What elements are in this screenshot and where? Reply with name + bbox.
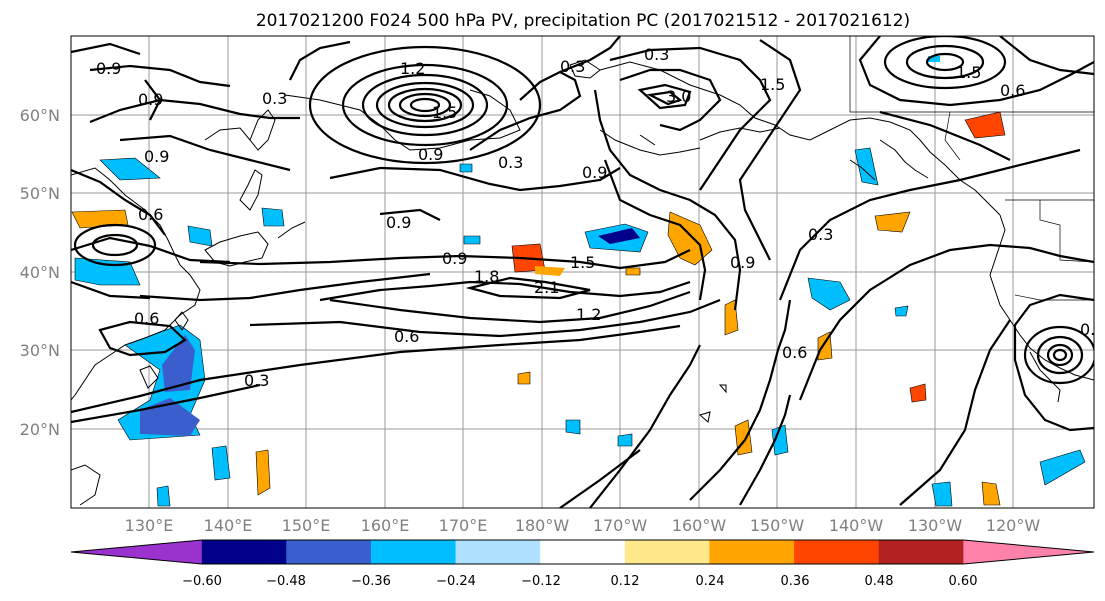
colorbar-swatch [370, 540, 457, 564]
graticule [71, 36, 1094, 508]
contour-label: 2.1 [534, 278, 559, 297]
colorbar-tick-label: −0.36 [351, 574, 391, 589]
contour-label: 0.9 [730, 253, 755, 272]
colorbar-tick-label: −0.12 [521, 574, 561, 589]
colorbar-labels: −0.60 −0.48 −0.36 −0.24 −0.12 0.12 0.24 … [182, 574, 977, 589]
contour-label: 0.9 [442, 249, 467, 268]
lon-label: 160°E [361, 516, 410, 535]
lon-label: 170°E [439, 516, 488, 535]
contour-label: 1.8 [474, 267, 499, 286]
latitude-labels: 60°N 50°N 40°N 30°N 20°N [20, 106, 60, 439]
colorbar-tick-label: 0.48 [865, 574, 894, 589]
contour-label: 1.5 [956, 63, 981, 82]
colorbar-swatch [624, 540, 710, 564]
lon-label: 140°E [204, 516, 253, 535]
lon-label: 120°W [986, 516, 1041, 535]
precipitation-shading [71, 56, 1086, 507]
contour-label: 1.2 [400, 59, 425, 78]
contour-label: 0.9 [144, 147, 169, 166]
political-borders [849, 36, 1094, 301]
colorbar-swatch [963, 540, 1094, 564]
contour-label: 0.3 [644, 45, 669, 64]
pv-contours [71, 36, 1094, 508]
coastlines [71, 59, 1094, 506]
contour-label: 0.6 [394, 327, 419, 346]
contour-label: 0.6 [782, 343, 807, 362]
colorbar-tick-label: −0.24 [436, 574, 476, 589]
contour-label: 0.9 [418, 145, 443, 164]
contour-label: 1.5 [432, 103, 457, 122]
lon-label: 160°W [672, 516, 727, 535]
contour-label: 0.9 [582, 163, 607, 182]
colorbar-swatch [201, 540, 287, 564]
colorbar-swatch [540, 540, 626, 564]
lon-label: 180°W [515, 516, 570, 535]
contour-label: 1.5 [760, 75, 785, 94]
contour-label: 0.6 [138, 205, 163, 224]
colorbar-tick-label: 0.24 [696, 574, 725, 589]
contour-label: 0.3 [498, 153, 523, 172]
lon-label: 150°E [282, 516, 331, 535]
contour-label: 0.6 [1000, 81, 1025, 100]
contour-label: 0.9 [96, 59, 121, 78]
colorbar-tick-label: 0.60 [949, 574, 978, 589]
colorbar-swatch [709, 540, 795, 564]
lat-label: 40°N [20, 263, 60, 282]
lat-label: 60°N [20, 106, 60, 125]
contour-label: 1.2 [576, 305, 601, 324]
lon-label: 170°W [593, 516, 648, 535]
contour-label: 1.5 [570, 253, 595, 272]
contour-label: 0.9 [386, 213, 411, 232]
contour-label: 0.3 [560, 57, 585, 76]
contour-label: 0.9 [138, 90, 163, 109]
colorbar-swatch [71, 540, 202, 564]
colorbar-tick-label: −0.60 [182, 574, 222, 589]
colorbar-tick-label: −0.48 [266, 574, 306, 589]
colorbar-tick-label: 0.12 [611, 574, 640, 589]
lon-label: 130°W [908, 516, 963, 535]
map-area: 0.9 0.9 0.3 1.2 1.5 0.9 0.9 0.3 0.6 0.9 … [70, 35, 1105, 509]
lat-label: 20°N [20, 420, 60, 439]
colorbar-swatch [455, 540, 541, 564]
colorbar-swatch [878, 540, 964, 564]
map-title: 2017021200 F024 500 hPa PV, precipitatio… [256, 11, 910, 31]
longitude-labels: 130°E 140°E 150°E 160°E 170°E 180°W 170°… [125, 516, 1041, 535]
contour-labels: 0.9 0.9 0.3 1.2 1.5 0.9 0.9 0.3 0.6 0.9 … [96, 45, 1105, 390]
lon-label: 130°E [125, 516, 174, 535]
colorbar-outline [70, 539, 1095, 565]
colorbar-tick-label: 0.36 [781, 574, 810, 589]
lon-label: 140°W [829, 516, 884, 535]
contour-label: 3.0 [666, 87, 691, 106]
lat-label: 50°N [20, 184, 60, 203]
contour-label: 0.6 [1080, 320, 1105, 339]
colorbar-swatch [794, 540, 880, 564]
lon-label: 150°W [750, 516, 805, 535]
colorbar-swatch [286, 540, 372, 564]
contour-label: 0.3 [244, 371, 269, 390]
contour-label: 0.3 [262, 89, 287, 108]
colorbar [70, 539, 1095, 565]
contour-label: 0.6 [134, 309, 159, 328]
lat-label: 30°N [20, 341, 60, 360]
map-frame [70, 35, 1095, 509]
contour-label: 0.3 [808, 225, 833, 244]
